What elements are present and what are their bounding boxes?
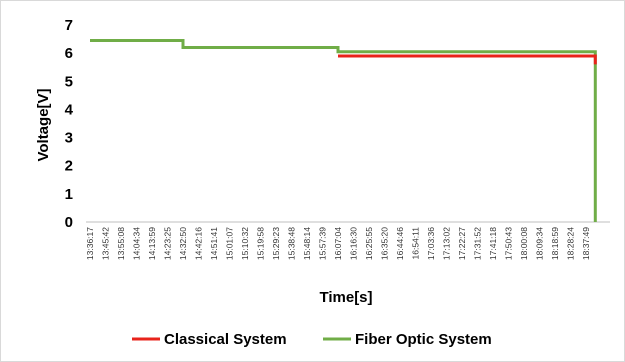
x-tick-label: 14:32:50 <box>178 227 188 260</box>
x-tick-label: 17:31:52 <box>473 227 483 260</box>
x-tick-label: 17:50:43 <box>504 227 514 260</box>
legend: Classical System Fiber Optic System <box>132 331 492 348</box>
x-tick-label: 15:38:48 <box>287 227 297 260</box>
x-axis-title: Time[s] <box>319 289 372 306</box>
x-tick-label: 17:41:18 <box>488 227 498 260</box>
series-line-fiber-optic-system <box>90 39 597 222</box>
legend-label: Classical System <box>164 331 287 348</box>
y-axis-title: Voltage[V] <box>35 88 52 161</box>
series-layer <box>90 39 597 222</box>
x-tick-label: 14:23:25 <box>163 227 173 260</box>
y-tick-label: 6 <box>65 45 73 62</box>
x-tick-label: 18:28:24 <box>566 227 576 260</box>
x-tick-label: 16:07:04 <box>333 227 343 260</box>
x-tick-label: 16:35:20 <box>380 227 390 260</box>
x-tick-label: 18:09:34 <box>535 227 545 260</box>
y-tick-label: 3 <box>65 130 73 147</box>
y-tick-label: 4 <box>65 101 74 118</box>
x-axis-ticks: 13:36:17 13:45:42 13:55:08 14:04:34 14:13:59… <box>85 227 591 260</box>
x-tick-label: 16:25:55 <box>364 227 374 260</box>
x-tick-label: 18:18:59 <box>550 227 560 260</box>
x-tick-label: 15:01:07 <box>225 227 235 260</box>
x-tick-label: 14:51:41 <box>209 227 219 260</box>
y-tick-label: 0 <box>65 214 73 231</box>
x-tick-label: 16:16:30 <box>349 227 359 260</box>
x-tick-label: 14:13:59 <box>147 227 157 260</box>
series-line-classical-system <box>338 54 597 65</box>
x-tick-label: 15:57:39 <box>318 227 328 260</box>
y-tick-label: 7 <box>65 17 73 34</box>
x-tick-label: 13:45:42 <box>100 227 110 260</box>
x-tick-label: 15:19:58 <box>256 227 266 260</box>
y-tick-label: 2 <box>65 158 73 175</box>
x-tick-label: 13:55:08 <box>116 227 126 260</box>
x-tick-label: 17:13:02 <box>442 227 452 260</box>
x-tick-label: 16:44:46 <box>395 227 405 260</box>
y-tick-label: 5 <box>65 73 73 90</box>
x-tick-label: 13:36:17 <box>85 227 95 260</box>
legend-label: Fiber Optic System <box>355 331 492 348</box>
x-tick-label: 18:00:08 <box>519 227 529 260</box>
x-tick-label: 17:03:36 <box>426 227 436 260</box>
y-axis-ticks: 0 1 2 3 4 5 6 7 <box>65 17 74 231</box>
x-tick-label: 15:10:32 <box>240 227 250 260</box>
x-tick-label: 14:04:34 <box>132 227 142 260</box>
x-tick-label: 17:22:27 <box>457 227 467 260</box>
y-tick-label: 1 <box>65 186 73 203</box>
x-tick-label: 18:37:49 <box>581 227 591 260</box>
x-tick-label: 15:29:23 <box>271 227 281 260</box>
x-tick-label: 14:42:16 <box>194 227 204 260</box>
x-tick-label: 16:54:11 <box>411 227 421 260</box>
x-tick-label: 15:48:14 <box>302 227 312 260</box>
